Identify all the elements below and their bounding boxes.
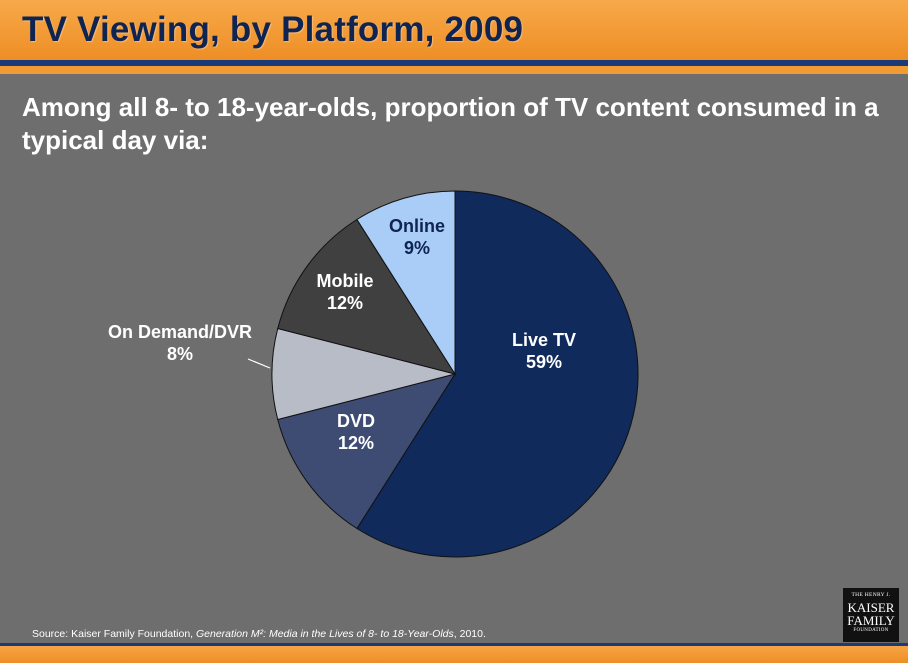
logo-line-1: THE HENRY J.	[851, 592, 891, 598]
source-suffix: , 2010.	[453, 628, 486, 640]
pie-slice-online	[356, 190, 456, 376]
pie-slice-mobile	[277, 218, 457, 375]
slide-title: TV Viewing, by Platform, 2009	[22, 10, 524, 49]
slice-label: Mobile	[317, 271, 374, 291]
slice-label: Online	[389, 216, 445, 236]
title-bar: TV Viewing, by Platform, 2009	[0, 0, 908, 60]
slice-value-label: 8%	[167, 344, 193, 364]
kaiser-logo: THE HENRY J. KAISER FAMILY FOUNDATION	[843, 588, 899, 642]
slice-label: Live TV	[512, 330, 576, 350]
pie-slice-live-tv	[356, 190, 639, 558]
logo-line-3: FAMILY	[847, 612, 895, 628]
slice-value-label: 9%	[404, 238, 430, 258]
source-prefix: Source: Kaiser Family Foundation,	[32, 628, 196, 640]
slice-label: DVD	[337, 411, 375, 431]
logo-line-4: FOUNDATION	[853, 627, 889, 633]
slice-label: On Demand/DVR	[108, 322, 252, 342]
footer-bar	[0, 643, 908, 663]
logo-line-2: KAISER	[847, 599, 895, 615]
slice-value-label: 59%	[526, 352, 562, 372]
chart-title: Among all 8- to 18-year-olds, proportion…	[22, 92, 879, 155]
header-rule-orange	[0, 66, 908, 74]
header-rule-blue	[0, 60, 908, 66]
slice-value-label: 12%	[338, 433, 374, 453]
source-note: Source: Kaiser Family Foundation, Genera…	[32, 628, 486, 640]
leader-line	[247, 358, 271, 369]
source-publication: Generation M²: Media in the Lives of 8- …	[196, 628, 454, 640]
pie-slice-on-demand-dvr	[271, 327, 456, 421]
slice-value-label: 12%	[327, 293, 363, 313]
pie-slice-dvd	[277, 373, 457, 530]
